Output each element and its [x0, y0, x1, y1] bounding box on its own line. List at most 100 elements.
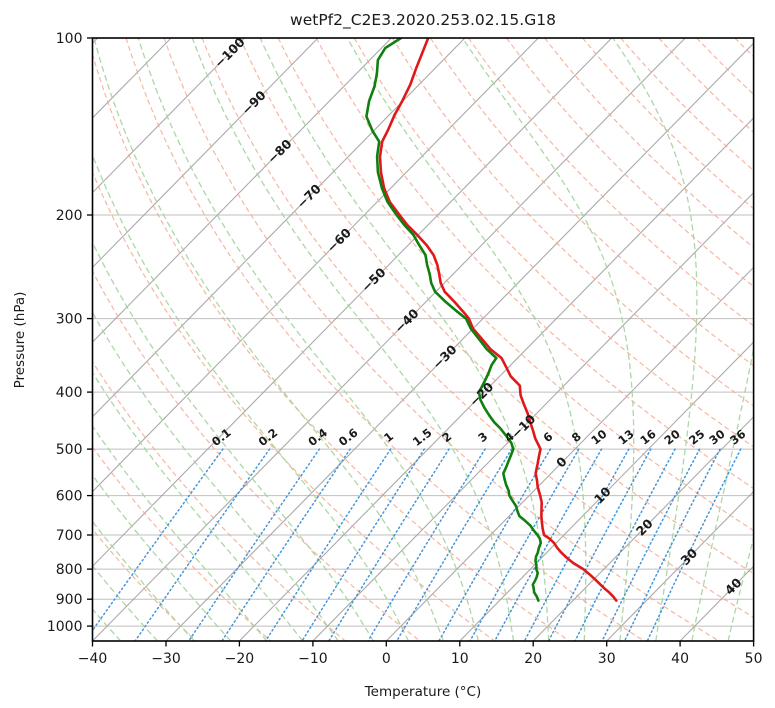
mixing-ratio-line: [188, 448, 321, 641]
isotherm-line: [385, 266, 754, 641]
mixing-ratio-line: [547, 448, 652, 641]
mixing-ratio-line: [646, 448, 742, 641]
y-tick-label: 1000: [47, 619, 83, 635]
dry-adiabat-line: [239, 38, 754, 575]
moist-adiabat-line: [92, 241, 374, 641]
x-tick-label: 50: [745, 651, 763, 667]
mixing-ratio-line: [574, 448, 676, 641]
y-axis-label: Pressure (hPa): [12, 292, 28, 389]
moist-adiabat-line: [191, 38, 515, 641]
moist-adiabat-line: [691, 345, 754, 641]
dewpoint-curve: [365, 38, 543, 602]
isotherm-line: [92, 38, 539, 493]
x-tick-label: −10: [298, 651, 328, 667]
mixing-ratio-line: [396, 448, 513, 641]
dry-adiabat-line: [163, 38, 720, 641]
isotherm-line: [92, 38, 319, 269]
dry-adiabat-line: [92, 52, 570, 641]
isotherm-line: [92, 38, 686, 641]
moist-adiabat-line: [92, 153, 410, 641]
mixing-ratio-line: [134, 448, 271, 641]
x-tick-label: 10: [451, 651, 469, 667]
moist-adiabat-line: [92, 520, 195, 641]
mixing-ratio-label: 1.5: [410, 425, 435, 449]
mixing-ratio-label: 0.6: [336, 425, 361, 449]
x-tick-label: 40: [671, 651, 689, 667]
y-tick-label: 400: [56, 385, 83, 401]
isotherm-line: [753, 640, 754, 641]
mixing-ratio-label: 6: [540, 429, 555, 445]
dry-adiabat-line: [696, 38, 754, 96]
x-tick-label: −30: [151, 651, 181, 667]
moist-adiabat-line: [137, 38, 480, 641]
mixing-ratio-label: 2: [439, 429, 454, 445]
mixing-ratio-label: 3: [475, 429, 490, 445]
mixing-ratio-label: 20: [662, 427, 683, 448]
y-tick-label: 800: [56, 562, 83, 578]
isotherm-line: [312, 191, 754, 641]
moist-adiabat-line: [612, 38, 698, 641]
x-tick-label: −40: [78, 651, 108, 667]
plot-border: [91, 37, 755, 642]
isotherm-line: [606, 490, 754, 641]
moist-adiabat-line: [259, 38, 550, 641]
x-tick-label: 20: [524, 651, 542, 667]
y-tick-label: 100: [56, 31, 83, 47]
chart-title: wetPf2_C2E3.2020.253.02.15.G18: [290, 11, 556, 30]
mixing-ratio-line: [601, 448, 701, 641]
mixing-ratio-line: [328, 448, 450, 641]
clipped-lines: [92, 38, 775, 641]
mixing-ratio-line: [469, 448, 580, 641]
isotherm-line: [165, 42, 754, 641]
mixing-ratio-line: [92, 448, 224, 632]
dry-adiabat-line: [92, 360, 346, 641]
mixing-ratio-label: 0.1: [209, 425, 234, 449]
dry-adiabat-line: [429, 38, 754, 367]
isotherm-line: [532, 416, 754, 641]
y-tick-label: 300: [56, 312, 83, 328]
mixing-ratio-line: [438, 448, 552, 641]
y-tick-label: 700: [56, 528, 83, 544]
isotherm-line: [92, 38, 392, 343]
y-tick-label: 600: [56, 489, 83, 505]
dry-adiabat-line: [125, 38, 645, 641]
dry-adiabat-line: [468, 38, 754, 327]
x-tick-label: 0: [382, 651, 391, 667]
dry-adiabat-line: [277, 38, 754, 532]
dry-adiabat-line: [92, 269, 421, 641]
isotherm-label: −100: [211, 34, 248, 71]
isotherm-line: [459, 341, 754, 641]
isotherm-line: [92, 38, 245, 194]
moist-adiabat-line: [346, 38, 587, 641]
chart-layers: 0.1 0.2 0.4 0.6 1 1.5 2 3 4 6 8 10 13 16 20 25 30 36−100−…: [92, 34, 775, 641]
moist-adiabat-line: [765, 38, 775, 641]
moist-adiabat-line: [92, 311, 339, 641]
mixing-ratio-label: 16: [637, 427, 658, 448]
mixing-ratio-line: [221, 448, 351, 641]
x-tick-label: −20: [225, 651, 255, 667]
dry-adiabat-line: [544, 38, 754, 249]
moist-adiabat-line: [461, 38, 635, 641]
moist-adiabat-line: [92, 474, 232, 641]
dry-adiabat-line: [92, 528, 197, 641]
dry-adiabat-line: [734, 38, 754, 58]
mixing-ratio-label: 10: [588, 427, 609, 448]
mixing-ratio-line: [301, 448, 426, 641]
x-axis-label: Temperature (°C): [364, 684, 482, 700]
dry-adiabat-line: [92, 170, 496, 641]
temperature-curve: [378, 38, 618, 602]
mixing-ratio-label: 36: [727, 427, 748, 448]
isotherm-line: [92, 38, 466, 418]
x-tick-label: 30: [598, 651, 616, 667]
y-tick-label: 200: [56, 208, 83, 224]
dry-adiabat-line: [620, 38, 754, 172]
y-tick-label: 500: [56, 442, 83, 458]
moist-adiabat-line: [727, 535, 754, 641]
dry-adiabat-line: [353, 38, 754, 448]
mixing-ratio-line: [493, 448, 603, 641]
dry-adiabat-line: [506, 38, 754, 288]
y-tick-label: 900: [56, 592, 83, 608]
mixing-ratio-line: [623, 448, 721, 641]
